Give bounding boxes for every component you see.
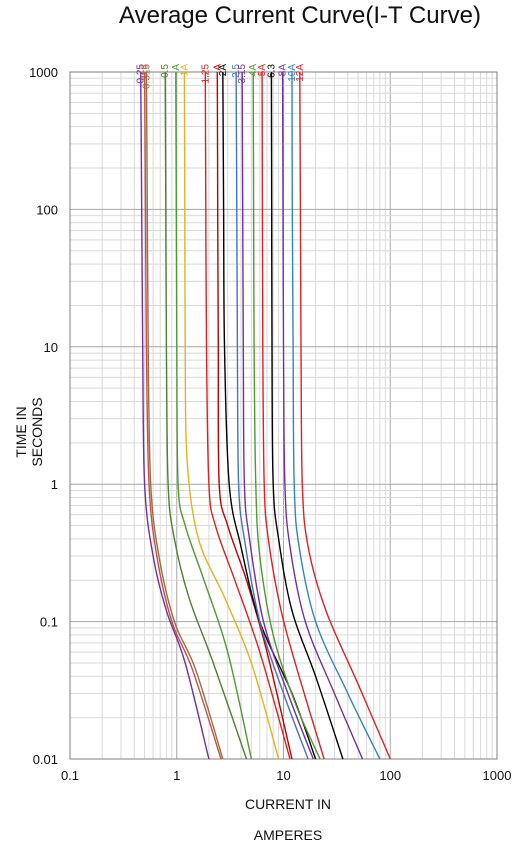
x-axis-label-line2: AMPERES	[254, 827, 322, 843]
chart-title: Average Current Curve(I-T Curve)	[119, 2, 481, 29]
series-label: 3.15	[237, 64, 248, 84]
series-line-7	[216, 71, 293, 760]
series-line-9	[235, 71, 309, 760]
y-tick-label: 10	[44, 340, 58, 355]
x-tick-label: 10	[276, 768, 290, 783]
series-label: 1.25	[200, 64, 211, 84]
series-label: 0.25	[136, 64, 147, 84]
series-label: 10A	[287, 64, 298, 82]
series-label: A	[212, 64, 223, 71]
x-tick-label: 100	[379, 768, 401, 783]
series-label: 6.3	[266, 64, 277, 78]
series-label: 12A	[295, 64, 306, 82]
x-tick-label: 1000	[483, 768, 512, 783]
series-line-2	[145, 71, 224, 760]
series-line-4	[175, 71, 253, 760]
y-axis-label-line1: TIME IN	[13, 406, 29, 457]
series-label: 1A	[179, 64, 190, 77]
series-label: 5A	[257, 64, 268, 77]
series-line-1	[143, 71, 222, 760]
x-axis-label-line1: CURRENT IN	[245, 796, 331, 812]
y-tick-label: 0.1	[40, 615, 58, 630]
series-label: 0.315	[141, 64, 152, 89]
series-line-12	[261, 71, 325, 760]
series-label: 8A	[278, 64, 289, 77]
y-ticks: 0.01 0.1 1 10 100 1000	[29, 65, 58, 767]
y-tick-label: 0.01	[33, 752, 58, 767]
series-label: A	[171, 64, 182, 71]
series-line-5	[183, 71, 280, 760]
series-label: 0.3	[140, 64, 151, 78]
series-line-0	[140, 71, 210, 760]
series-label: 0.5	[160, 64, 171, 78]
x-tick-label: 1	[173, 768, 180, 783]
series-line-11	[252, 71, 321, 760]
series-lines	[140, 71, 391, 760]
y-tick-label: 100	[36, 202, 58, 217]
series-label: 2A	[218, 64, 229, 77]
series-line-13	[270, 71, 344, 760]
series-label: 2.5	[231, 64, 242, 78]
series-line-3	[164, 71, 248, 760]
plot-frame	[69, 71, 498, 760]
series-line-16	[299, 71, 391, 760]
series-label: 4A	[248, 64, 259, 77]
series-line-6	[204, 71, 291, 760]
series-line-15	[291, 71, 381, 760]
series-line-8	[222, 71, 317, 760]
series-line-10	[241, 71, 314, 760]
y-axis-label-line2: SECONDS	[29, 397, 45, 466]
x-ticks: 0.1 1 10 100 1000	[61, 768, 512, 783]
y-tick-label: 1	[51, 477, 58, 492]
series-line-14	[281, 71, 364, 760]
y-tick-label: 1000	[29, 65, 58, 80]
x-tick-label: 0.1	[61, 768, 79, 783]
